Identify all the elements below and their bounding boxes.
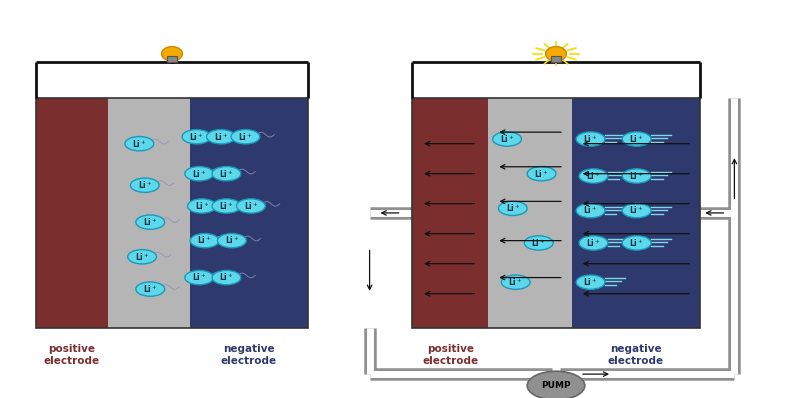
Text: negative
electrode: negative electrode [221,344,277,366]
Circle shape [185,166,214,181]
Text: Li$^+$: Li$^+$ [583,205,598,217]
Text: positive
electrode: positive electrode [422,344,478,366]
Circle shape [212,166,241,181]
Circle shape [579,236,608,250]
Circle shape [212,270,241,285]
Circle shape [622,236,651,250]
Circle shape [576,203,605,218]
Circle shape [128,250,157,264]
Text: Li$^+$: Li$^+$ [219,272,234,283]
Bar [36,98,308,328]
Text: positive
electrode: positive electrode [44,344,100,366]
Circle shape [237,199,266,213]
Text: Li$^+$: Li$^+$ [586,237,601,249]
Ellipse shape [162,47,182,61]
Circle shape [190,234,219,248]
Circle shape [136,215,165,229]
Text: Li$^+$: Li$^+$ [192,168,206,179]
Circle shape [622,169,651,183]
Text: Li$^+$: Li$^+$ [192,272,206,283]
Text: Li$^+$: Li$^+$ [143,283,158,295]
Text: Li$^+$: Li$^+$ [134,251,150,263]
Text: Li$^+$: Li$^+$ [243,200,258,212]
Text: Li$^+$: Li$^+$ [531,237,546,249]
Circle shape [125,137,154,151]
Bar [488,98,572,328]
Text: Li$^+$: Li$^+$ [219,168,234,179]
Ellipse shape [546,47,566,61]
Circle shape [130,178,159,192]
Text: Li$^+$: Li$^+$ [583,276,598,288]
Bar [108,98,190,328]
Circle shape [182,130,211,144]
Circle shape [502,275,530,289]
Text: Li$^+$: Li$^+$ [138,179,152,191]
Text: Li$^+$: Li$^+$ [219,200,234,212]
Text: Li$^+$: Li$^+$ [214,131,228,142]
Circle shape [493,132,522,146]
Circle shape [212,199,241,213]
Circle shape [579,169,608,183]
Circle shape [206,130,235,144]
Circle shape [136,282,165,296]
Circle shape [527,166,556,181]
Text: Li$^+$: Li$^+$ [630,133,644,145]
Bar [412,98,488,328]
Text: Li$^+$: Li$^+$ [225,235,239,246]
Bar [572,98,700,328]
Circle shape [187,199,216,213]
Text: Li$^+$: Li$^+$ [583,133,598,145]
Bar [167,57,177,62]
Text: Li$^+$: Li$^+$ [198,235,212,246]
Text: Li$^+$: Li$^+$ [534,168,549,179]
Text: Li$^+$: Li$^+$ [143,217,158,228]
Circle shape [498,201,527,215]
Bar [190,98,308,328]
Bar [36,98,108,328]
Circle shape [576,132,605,146]
Text: Li$^+$: Li$^+$ [238,131,253,142]
Text: Li$^+$: Li$^+$ [630,237,644,249]
Text: negative
electrode: negative electrode [608,344,664,366]
Text: Li$^+$: Li$^+$ [194,200,210,212]
Bar [412,98,700,328]
Text: PUMP: PUMP [541,381,571,390]
Text: Li$^+$: Li$^+$ [500,133,514,145]
Text: Li$^+$: Li$^+$ [506,203,520,214]
Text: Li$^+$: Li$^+$ [132,138,146,150]
Circle shape [622,203,651,218]
Circle shape [231,130,260,144]
Text: Li$^+$: Li$^+$ [586,170,601,182]
Bar [551,57,561,62]
Circle shape [622,132,651,146]
Text: Li$^+$: Li$^+$ [508,276,523,288]
Circle shape [218,234,246,248]
Circle shape [524,236,553,250]
Circle shape [527,371,585,398]
Circle shape [576,275,605,289]
Text: Li$^+$: Li$^+$ [630,205,644,217]
Text: Li$^+$: Li$^+$ [630,170,644,182]
Text: Li$^+$: Li$^+$ [189,131,204,142]
Circle shape [185,270,214,285]
